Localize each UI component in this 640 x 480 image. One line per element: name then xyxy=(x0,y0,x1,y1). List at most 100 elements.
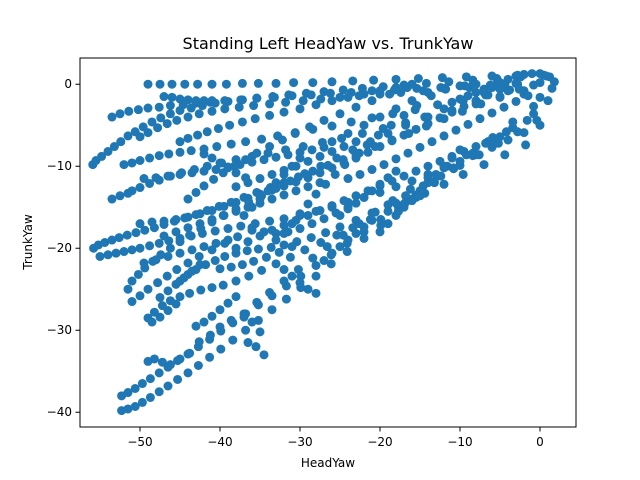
data-point xyxy=(279,228,289,238)
data-point xyxy=(145,241,155,251)
data-point xyxy=(205,330,215,340)
data-point xyxy=(143,284,153,294)
data-point xyxy=(186,146,196,156)
data-point xyxy=(250,114,260,124)
data-point xyxy=(151,173,161,183)
data-point xyxy=(155,292,165,302)
data-point xyxy=(476,99,486,109)
data-point xyxy=(151,255,161,265)
data-point xyxy=(287,271,297,281)
data-point xyxy=(255,327,265,337)
y-tick-label: −20 xyxy=(47,241,72,255)
data-point xyxy=(187,245,197,255)
data-point xyxy=(308,253,318,263)
data-point xyxy=(225,120,235,130)
data-point xyxy=(306,233,316,243)
data-point xyxy=(295,209,305,219)
data-point xyxy=(291,161,301,171)
data-point xyxy=(300,245,310,255)
data-point xyxy=(185,288,195,298)
data-point xyxy=(327,77,337,87)
data-point xyxy=(420,112,430,122)
data-point xyxy=(481,138,491,148)
data-point xyxy=(342,247,352,257)
data-point xyxy=(124,106,134,116)
data-point xyxy=(165,109,175,119)
data-point xyxy=(167,92,177,102)
data-point xyxy=(100,238,110,247)
data-point xyxy=(145,153,155,163)
data-point xyxy=(308,78,318,88)
data-point xyxy=(457,106,467,116)
data-point xyxy=(474,150,484,160)
data-point xyxy=(183,133,193,143)
data-point xyxy=(343,92,353,102)
data-point xyxy=(159,92,169,102)
data-point xyxy=(463,119,473,129)
data-point xyxy=(119,247,129,257)
data-point xyxy=(218,210,228,220)
data-point xyxy=(311,288,321,298)
data-point xyxy=(463,91,473,101)
plot-frame xyxy=(79,57,577,428)
data-point xyxy=(391,154,401,164)
data-point xyxy=(218,280,228,290)
data-point xyxy=(115,109,125,119)
data-point xyxy=(375,187,385,197)
data-point xyxy=(223,163,233,173)
data-point xyxy=(279,214,289,224)
y-tick-label: −10 xyxy=(47,159,72,173)
data-point xyxy=(403,148,413,158)
data-point xyxy=(541,71,551,81)
data-point xyxy=(223,298,233,308)
data-point xyxy=(155,79,165,89)
data-point xyxy=(451,125,461,135)
data-point xyxy=(135,219,145,229)
data-point xyxy=(228,335,238,345)
data-point xyxy=(295,153,305,163)
data-point xyxy=(529,80,539,90)
data-point xyxy=(330,169,340,179)
y-axis-label: TrunkYaw xyxy=(21,214,35,271)
data-point xyxy=(135,183,145,193)
data-point xyxy=(191,210,201,220)
data-point xyxy=(135,132,145,142)
data-point xyxy=(233,232,243,242)
data-point xyxy=(332,153,342,163)
data-point xyxy=(241,137,251,147)
data-point xyxy=(367,165,377,175)
data-point xyxy=(391,104,401,114)
data-point xyxy=(172,115,182,125)
data-point xyxy=(194,337,204,347)
data-point xyxy=(252,148,262,158)
data-point xyxy=(319,256,329,266)
data-point xyxy=(252,297,262,307)
data-point xyxy=(140,225,150,235)
data-point xyxy=(207,283,217,293)
data-point xyxy=(180,213,190,223)
data-point xyxy=(315,151,325,161)
x-tick-label: −40 xyxy=(207,435,232,449)
data-point xyxy=(367,86,377,96)
data-point xyxy=(210,226,220,236)
data-point xyxy=(295,104,305,114)
data-point xyxy=(207,106,217,116)
data-point xyxy=(335,210,345,220)
data-point xyxy=(123,284,133,294)
data-point xyxy=(226,262,236,272)
data-point xyxy=(109,142,119,152)
data-point xyxy=(375,227,385,237)
data-point xyxy=(437,73,447,83)
data-point xyxy=(423,178,433,188)
data-point xyxy=(226,315,236,325)
data-point xyxy=(321,179,331,189)
data-point xyxy=(255,194,265,204)
data-point xyxy=(399,110,409,120)
data-point xyxy=(173,374,183,384)
data-point xyxy=(243,237,253,247)
data-point xyxy=(311,189,321,199)
data-point xyxy=(175,94,185,104)
data-point xyxy=(362,140,372,150)
data-point xyxy=(267,194,277,204)
data-point xyxy=(175,147,185,157)
